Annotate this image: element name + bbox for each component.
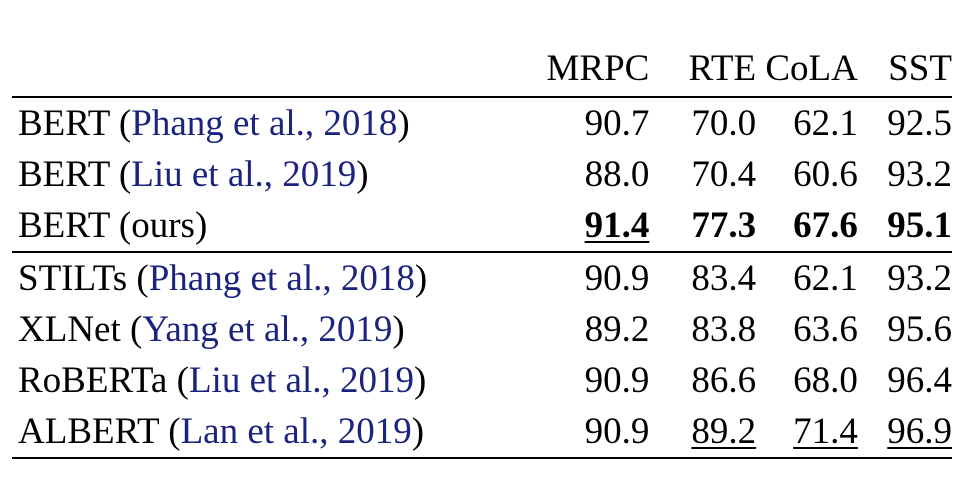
citation-link[interactable]: Lan et al., 2019 xyxy=(180,411,412,452)
header-rte: RTE xyxy=(649,40,757,98)
cola-cell: 67.6 xyxy=(793,205,858,246)
model-name: STILTs xyxy=(18,258,128,299)
model-name: BERT xyxy=(18,103,110,144)
sst-cell: 93.2 xyxy=(887,154,952,195)
model-cell: RoBERTa (Liu et al., 2019) xyxy=(18,360,427,401)
table-row: XLNet (Yang et al., 2019) 89.2 83.8 63.6… xyxy=(12,304,952,355)
cola-cell: 62.1 xyxy=(756,251,858,304)
sst-cell: 93.2 xyxy=(857,251,952,304)
mrpc-cell: 91.4 xyxy=(544,200,650,252)
mrpc-cell: 90.9 xyxy=(584,360,650,401)
table-row: BERT (Phang et al., 2018) 90.7 70.0 62.1… xyxy=(12,97,952,149)
mrpc-cell: 89.2 xyxy=(584,309,650,350)
cola-cell: 71.4 xyxy=(756,406,858,459)
cola-cell: 68.0 xyxy=(793,360,858,401)
rte-cell: 70.0 xyxy=(691,103,757,144)
citation-link[interactable]: Yang et al., 2019 xyxy=(142,309,393,350)
sst-cell: 96.4 xyxy=(887,360,952,401)
cola-cell: 60.6 xyxy=(793,154,858,195)
table-row: ALBERT (Lan et al., 2019) 90.9 89.2 71.4… xyxy=(12,406,952,459)
best-value: 89.2 xyxy=(691,411,757,452)
header-cola: CoLA xyxy=(756,40,858,98)
citation-link[interactable]: Phang et al., 2018 xyxy=(148,258,415,299)
rte-cell: 77.3 xyxy=(691,205,757,246)
table-row: BERT (Liu et al., 2019) 88.0 70.4 60.6 9… xyxy=(12,149,952,200)
table-row: RoBERTa (Liu et al., 2019) 90.9 86.6 68.… xyxy=(12,355,952,406)
sst-cell: 96.9 xyxy=(857,406,952,459)
header-sst: SST xyxy=(857,40,952,98)
rte-cell: 83.8 xyxy=(691,309,757,350)
citation-link[interactable]: Liu et al., 2019 xyxy=(188,360,414,401)
model-cell: BERT (Liu et al., 2019) xyxy=(18,154,369,195)
mrpc-cell: 90.9 xyxy=(544,406,650,459)
mrpc-cell: 90.9 xyxy=(544,251,650,304)
rte-cell: 83.4 xyxy=(649,251,757,304)
model-cell: STILTs (Phang et al., 2018) xyxy=(12,251,545,304)
citation-link[interactable]: Phang et al., 2018 xyxy=(131,103,398,144)
model-name: BERT xyxy=(18,154,110,195)
sst-cell: 95.6 xyxy=(887,309,952,350)
model-cell: BERT (Phang et al., 2018) xyxy=(18,103,410,144)
model-cell: ALBERT (Lan et al., 2019) xyxy=(12,406,545,459)
citation-link[interactable]: Liu et al., 2019 xyxy=(131,154,357,195)
table-row: STILTs (Phang et al., 2018) 90.9 83.4 62… xyxy=(12,251,952,304)
mrpc-cell: 88.0 xyxy=(584,154,650,195)
rte-cell: 86.6 xyxy=(691,360,757,401)
header-mrpc: MRPC xyxy=(544,40,650,98)
model-cell: XLNet (Yang et al., 2019) xyxy=(18,309,405,350)
model-cell: BERT (ours) xyxy=(12,200,544,252)
model-name: ALBERT xyxy=(18,411,159,452)
best-value: 71.4 xyxy=(793,411,858,452)
model-name: BERT (ours) xyxy=(18,205,208,246)
rte-cell: 89.2 xyxy=(649,406,757,459)
results-table: MRPC RTE CoLA SST BERT (Phang et al., 20… xyxy=(12,40,952,459)
best-value: 91.4 xyxy=(584,205,650,246)
sst-cell: 95.1 xyxy=(887,205,952,246)
model-name: RoBERTa xyxy=(18,360,168,401)
rte-cell: 70.4 xyxy=(691,154,757,195)
table-row-ours: BERT (ours) 91.4 77.3 67.6 95.1 xyxy=(12,200,952,252)
cola-cell: 62.1 xyxy=(793,103,858,144)
header-model xyxy=(12,40,545,98)
header-row: MRPC RTE CoLA SST xyxy=(12,40,952,98)
best-value: 96.9 xyxy=(887,411,952,452)
mrpc-cell: 90.7 xyxy=(584,103,650,144)
sst-cell: 92.5 xyxy=(887,103,952,144)
cola-cell: 63.6 xyxy=(793,309,858,350)
model-name: XLNet xyxy=(18,309,121,350)
